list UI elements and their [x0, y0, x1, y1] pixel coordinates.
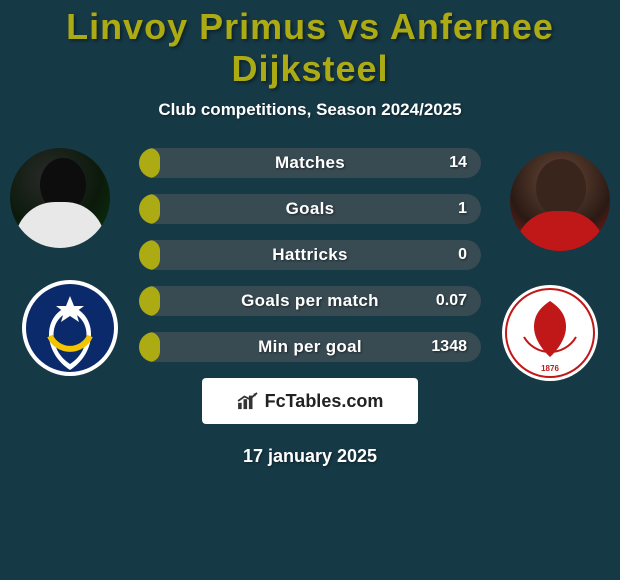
content-area: 1876 Matches14 Goals1 Hattricks0 Goals per …: [0, 148, 620, 467]
stat-bar: Hattricks0: [139, 240, 481, 270]
svg-text:1876: 1876: [541, 364, 559, 373]
stat-right-value: 14: [449, 148, 467, 178]
stat-right-value: 1348: [431, 332, 467, 362]
club-left-crest: [20, 278, 120, 378]
brand-text: FcTables.com: [265, 391, 384, 412]
stat-label: Goals per match: [139, 286, 481, 316]
stat-label: Goals: [139, 194, 481, 224]
page-title: Linvoy Primus vs Anfernee Dijksteel: [0, 0, 620, 90]
generated-date: 17 january 2025: [0, 446, 620, 467]
stat-bar: Min per goal1348: [139, 332, 481, 362]
player-right-avatar: [510, 151, 610, 251]
club-right-crest: 1876: [500, 283, 600, 383]
stats-bars: Matches14 Goals1 Hattricks0 Goals per match…: [139, 148, 481, 362]
stat-right-value: 0: [458, 240, 467, 270]
subtitle: Club competitions, Season 2024/2025: [0, 100, 620, 120]
brand-badge: FcTables.com: [202, 378, 418, 424]
chart-icon: [237, 392, 259, 410]
stat-label: Min per goal: [139, 332, 481, 362]
player-left-avatar: [10, 148, 110, 248]
stat-bar: Matches14: [139, 148, 481, 178]
stat-bar: Goals1: [139, 194, 481, 224]
stat-bar: Goals per match0.07: [139, 286, 481, 316]
stat-label: Hattricks: [139, 240, 481, 270]
stat-right-value: 0.07: [436, 286, 467, 316]
comparison-card: Linvoy Primus vs Anfernee Dijksteel Club…: [0, 0, 620, 580]
stat-label: Matches: [139, 148, 481, 178]
stat-right-value: 1: [458, 194, 467, 224]
